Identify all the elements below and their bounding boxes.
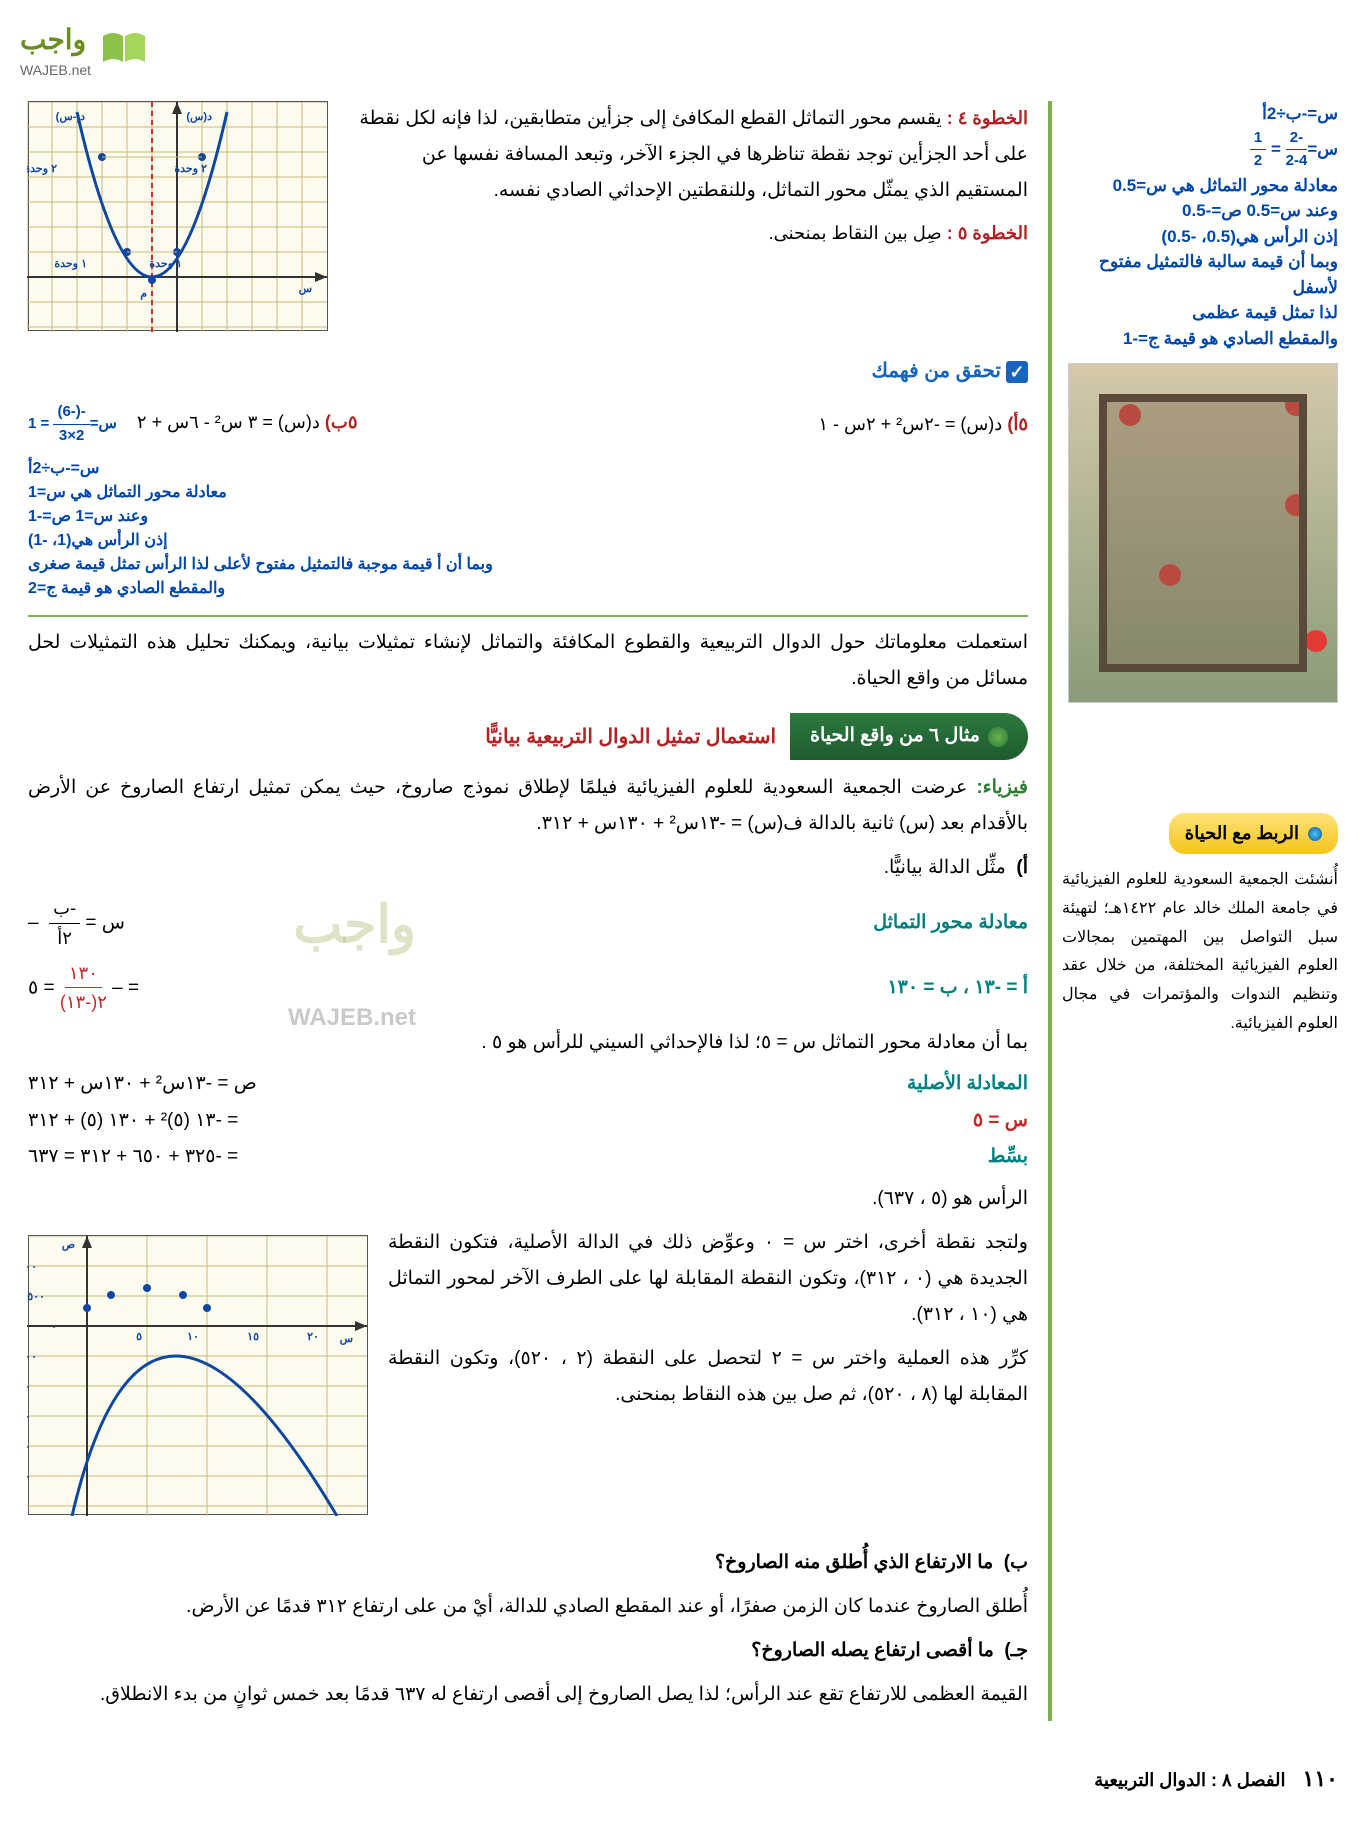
part-b-q: ما الارتفاع الذي أُطلق منه الصاروخ؟ xyxy=(715,1552,993,1573)
main-content: د(-س) د(س) ٢ وحدة ٢ وحدة ١ وحدة ١ وحدة م… xyxy=(20,101,1036,1721)
svg-text:س: س xyxy=(340,1333,353,1345)
physics-photo xyxy=(1068,363,1338,703)
step5-label: الخطوة ٥ : xyxy=(947,223,1028,243)
svg-text:٢٠٠٠-: ٢٠٠٠- xyxy=(27,1441,31,1453)
part-a-label: أ) xyxy=(1016,857,1028,878)
blue-annotation-right: س=-ب÷2أ معادلة محور التماثل هي س=1 وعند … xyxy=(28,457,1028,601)
svg-text:١٠: ١٠ xyxy=(187,1331,199,1343)
globe-icon xyxy=(988,727,1008,747)
red-dot xyxy=(1285,494,1307,516)
vertex-result: الرأس هو (٥ ، ٦٣٧). xyxy=(28,1181,1028,1217)
svg-text:١٠٠٠-: ١٠٠٠- xyxy=(27,1381,31,1393)
part-b-ans: أُطلق الصاروخ عندما كان الزمن صفرًا، أو … xyxy=(28,1589,1028,1625)
part-c-label: جـ) xyxy=(1004,1640,1028,1661)
check-understanding: ✓ تحقق من فهمك xyxy=(28,355,1028,387)
connect-badge: الربط مع الحياة xyxy=(1169,813,1338,854)
svg-text:٢٥٠٠-: ٢٥٠٠- xyxy=(27,1471,31,1483)
svg-text:س: س xyxy=(299,283,312,295)
svg-text:١٥٠٠-: ١٥٠٠- xyxy=(27,1411,31,1423)
svg-text:١ وحدة: ١ وحدة xyxy=(54,258,87,270)
logo-bar: واجب WAJEB.net xyxy=(20,10,1338,101)
part-a-text: مثِّل الدالة بيانيًّا. xyxy=(884,857,1006,878)
red-dot xyxy=(1305,630,1327,652)
sym-result: بما أن معادلة محور التماثل س = ٥؛ لذا فا… xyxy=(28,1025,1028,1061)
globe-icon xyxy=(1308,827,1322,841)
svg-text:١٠٠٠: ١٠٠٠ xyxy=(27,1261,37,1273)
book-icon xyxy=(99,30,149,70)
svg-text:د(س): د(س) xyxy=(186,111,212,123)
red-dot xyxy=(1285,394,1307,416)
svg-text:٢٠: ٢٠ xyxy=(307,1331,319,1343)
step5-text: صِل بين النقاط بمنحنى. xyxy=(769,223,942,243)
example6-header: مثال ٦ من واقع الحياة استعمال تمثيل الدو… xyxy=(28,713,1028,759)
page-footer: ١١٠ الفصل ٨ : الدوال التربيعية xyxy=(20,1761,1338,1796)
physics-label: فيزياء: xyxy=(976,777,1028,798)
svg-text:٥٠٠: ٥٠٠ xyxy=(27,1291,45,1303)
graph-rocket: ١٠٠٠ ٥٠٠ ٠ ٥٠٠- ١٠٠٠- ١٥٠٠- ٢٠٠٠- ٢٥٠٠- … xyxy=(28,1235,368,1515)
red-dot xyxy=(1159,564,1181,586)
connect-text: أُنشئت الجمعية السعودية للعلوم الفيزيائي… xyxy=(1062,866,1338,1039)
page-number: ١١٠ xyxy=(1303,1766,1338,1791)
svg-text:٢ وحدة: ٢ وحدة xyxy=(174,163,207,175)
intro-paragraph: استعملت معلوماتك حول الدوال التربيعية وا… xyxy=(28,625,1028,697)
chapter-label: الفصل ٨ : الدوال التربيعية xyxy=(1094,1770,1285,1790)
svg-text:ص: ص xyxy=(62,1239,75,1251)
physics-text: عرضت الجمعية السعودية للعلوم الفيزيائية … xyxy=(28,777,1028,834)
svg-text:٢ وحدة: ٢ وحدة xyxy=(27,163,57,175)
svg-text:١٥: ١٥ xyxy=(247,1331,259,1343)
connect-badge-wrap: الربط مع الحياة أُنشئت الجمعية السعودية … xyxy=(1062,813,1338,1039)
logo-brand: واجب xyxy=(20,18,91,63)
part-c-q: ما أقصى ارتفاع يصله الصاروخ؟ xyxy=(751,1640,994,1661)
svg-text:٠: ٠ xyxy=(51,1321,57,1333)
part-c-ans: القيمة العظمى للارتفاع تقع عند الرأس؛ لذ… xyxy=(28,1677,1028,1713)
step4-text: يقسم محور التماثل القطع المكافئ إلى جزأي… xyxy=(359,108,1028,201)
graph-parabola-up: د(-س) د(س) ٢ وحدة ٢ وحدة ١ وحدة ١ وحدة م… xyxy=(28,101,328,331)
svg-text:م: م xyxy=(140,288,147,300)
svg-text:د(-س): د(-س) xyxy=(56,111,85,123)
svg-text:١ وحدة: ١ وحدة xyxy=(149,258,182,270)
sidebar-annotation-top: س=-ب÷2أ س=-22-4 = 12 معادلة محور التماثل… xyxy=(1062,101,1338,351)
red-dot xyxy=(1119,404,1141,426)
step4-label: الخطوة ٤ : xyxy=(947,108,1028,128)
sidebar: س=-ب÷2أ س=-22-4 = 12 معادلة محور التماثل… xyxy=(1048,101,1338,1721)
logo-sub: WAJEB.net xyxy=(20,59,91,81)
check-icon: ✓ xyxy=(1006,361,1028,383)
svg-text:٥: ٥ xyxy=(136,1331,142,1343)
part-b-label: ب) xyxy=(1004,1552,1028,1573)
exercise-row: ٥أ) د(س) = -٢س² + ٢س - ١ ٥ب) د(س) = ٣ س²… xyxy=(28,401,1028,447)
svg-text:٥٠٠-: ٥٠٠- xyxy=(27,1351,37,1363)
